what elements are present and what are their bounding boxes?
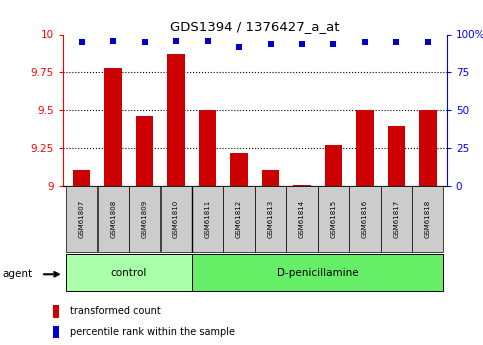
Text: GSM61817: GSM61817 <box>394 200 399 238</box>
Bar <box>412 186 443 252</box>
Bar <box>73 170 90 186</box>
Bar <box>98 186 129 252</box>
Bar <box>192 254 443 291</box>
Text: agent: agent <box>2 269 32 279</box>
Bar <box>388 126 405 186</box>
Bar <box>325 145 342 186</box>
Point <box>141 39 148 45</box>
Bar <box>255 186 286 252</box>
Bar <box>192 186 223 252</box>
Point <box>424 39 432 45</box>
Point <box>109 38 117 43</box>
Bar <box>53 305 59 317</box>
Bar <box>356 110 373 186</box>
Bar <box>66 254 192 291</box>
Point <box>298 41 306 46</box>
Bar <box>53 326 59 338</box>
Bar <box>136 117 153 186</box>
Bar <box>199 110 216 186</box>
Text: GSM61816: GSM61816 <box>362 200 368 238</box>
Bar <box>104 68 122 186</box>
Bar <box>286 186 318 252</box>
Bar <box>168 54 185 186</box>
Text: GSM61818: GSM61818 <box>425 200 431 238</box>
Text: GSM61811: GSM61811 <box>205 200 211 238</box>
Text: percentile rank within the sample: percentile rank within the sample <box>70 327 235 337</box>
Point <box>267 41 274 46</box>
Title: GDS1394 / 1376427_a_at: GDS1394 / 1376427_a_at <box>170 20 340 33</box>
Bar <box>349 186 381 252</box>
Bar <box>224 186 255 252</box>
Text: D-penicillamine: D-penicillamine <box>277 268 358 277</box>
Bar <box>66 186 97 252</box>
Point <box>329 41 337 46</box>
Point <box>78 39 85 45</box>
Text: transformed count: transformed count <box>70 306 160 316</box>
Bar <box>293 185 311 186</box>
Point <box>235 44 243 49</box>
Bar <box>419 110 437 186</box>
Text: GSM61807: GSM61807 <box>79 200 85 238</box>
Bar <box>230 153 248 186</box>
Bar <box>381 186 412 252</box>
Text: GSM61812: GSM61812 <box>236 200 242 238</box>
Text: GSM61810: GSM61810 <box>173 200 179 238</box>
Bar <box>262 170 279 186</box>
Text: GSM61813: GSM61813 <box>268 200 273 238</box>
Bar <box>129 186 160 252</box>
Text: GSM61809: GSM61809 <box>142 200 148 238</box>
Text: GSM61814: GSM61814 <box>299 200 305 238</box>
Bar <box>318 186 349 252</box>
Point <box>361 39 369 45</box>
Bar <box>160 186 192 252</box>
Point <box>393 39 400 45</box>
Text: GSM61815: GSM61815 <box>330 200 337 238</box>
Point <box>204 38 212 43</box>
Text: control: control <box>111 268 147 277</box>
Text: GSM61808: GSM61808 <box>110 200 116 238</box>
Point <box>172 38 180 43</box>
